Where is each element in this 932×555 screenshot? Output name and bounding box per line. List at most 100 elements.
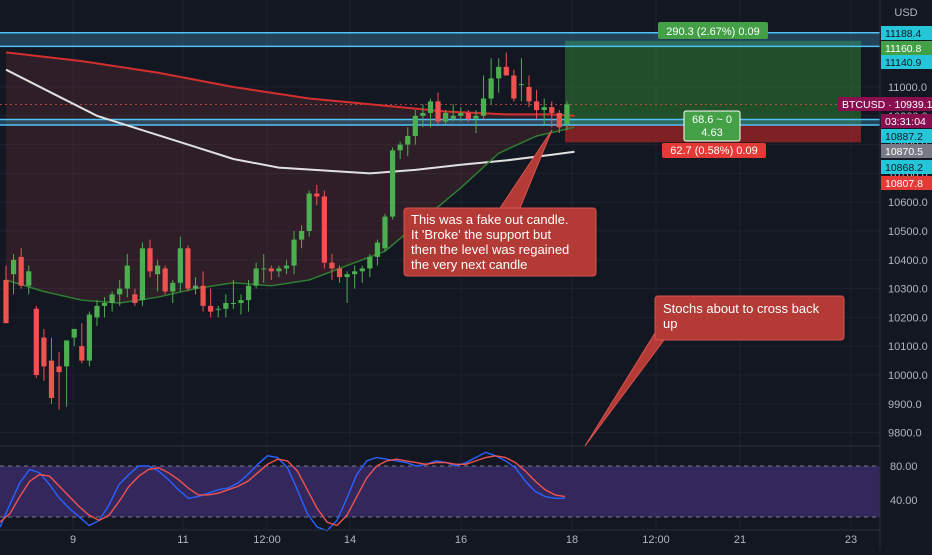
candle [18, 256, 24, 286]
candle [109, 294, 115, 303]
candle [367, 256, 373, 269]
price-tag [881, 176, 932, 190]
candle [26, 271, 32, 286]
price-tag-label: 10887.2 [885, 131, 923, 143]
candle [117, 288, 123, 295]
candle [185, 248, 191, 289]
candle [541, 107, 547, 111]
fakeout-annotation-text: This was a fake out candle. It 'Broke' t… [411, 212, 573, 272]
candle [564, 104, 570, 125]
price-axis[interactable]: USD 11000.010900.010800.010700.010600.01… [838, 0, 932, 550]
candle [291, 239, 297, 266]
y-tick-label: 10600.0 [888, 197, 928, 209]
price-tag-label: 11188.4 [885, 28, 922, 40]
candle [200, 285, 206, 306]
time-axis[interactable]: 9 11 12:00 14 16 18 12:00 21 23 [0, 529, 880, 546]
ma-cloud [6, 52, 575, 304]
candle [79, 346, 85, 361]
candle [427, 101, 434, 113]
price-tag-label: BTCUSD · 10939.1 [842, 99, 932, 111]
candle [41, 337, 47, 367]
candle [230, 303, 236, 304]
candle [511, 75, 517, 99]
stochs-annotation-text: Stochs about to cross back up [663, 301, 823, 331]
candle [192, 285, 199, 289]
candle [64, 340, 70, 367]
y-tick-label: 10500.0 [888, 226, 928, 238]
candle [344, 274, 350, 278]
price-tag [881, 160, 932, 174]
candle [86, 314, 92, 361]
candle [208, 305, 214, 312]
candle [352, 271, 358, 275]
candle [496, 66, 502, 79]
candle [420, 112, 426, 116]
target-label: 290.3 (2.67%) 0.09 [658, 22, 768, 39]
candle [124, 265, 130, 289]
candle [170, 282, 176, 292]
price-tag-label: 11140.9 [885, 57, 922, 69]
candle [480, 98, 487, 116]
price-tag [881, 55, 932, 69]
candle [450, 115, 456, 119]
candle [389, 150, 396, 217]
price-tag [881, 114, 932, 128]
candle [503, 66, 509, 76]
y-tick-label: 10400.0 [888, 255, 928, 267]
support-band[interactable] [0, 119, 880, 125]
candle [465, 112, 471, 119]
y-tick-label: 10300.0 [888, 284, 928, 296]
candle [458, 112, 464, 116]
candle [321, 196, 327, 263]
candle [488, 78, 494, 99]
y-tick-label: 9800.0 [888, 428, 922, 440]
candle [534, 101, 540, 111]
candle [359, 268, 365, 272]
price-tag-label: 10870.5 [885, 146, 923, 158]
candle [261, 268, 267, 270]
price-tag [881, 41, 932, 55]
x-tick-label: 14 [344, 534, 356, 546]
stochs-annotation[interactable]: Stochs about to cross back up [654, 295, 845, 341]
candle [177, 248, 183, 283]
price-tag-label: 10807.8 [885, 178, 923, 190]
stoch-d-line [0, 455, 566, 527]
candle [518, 84, 525, 86]
candle [162, 268, 168, 292]
candle [10, 259, 17, 275]
entry-label-line1: 68.6 ~ 0 [692, 114, 732, 126]
candle [94, 305, 100, 318]
x-tick-label: 21 [734, 534, 746, 546]
candle [268, 268, 274, 272]
candle [101, 303, 108, 306]
x-tick-label: 12:00 [253, 534, 281, 546]
candle [435, 101, 441, 122]
y-tick-label: 9900.0 [888, 399, 922, 411]
candle [556, 112, 562, 128]
target-zone[interactable] [565, 40, 861, 125]
candle [283, 265, 290, 269]
candle [412, 115, 418, 136]
x-tick-label: 16 [455, 534, 467, 546]
candle [33, 308, 39, 375]
candle [215, 308, 221, 310]
entry-label: 68.6 ~ 0 4.63 [683, 110, 741, 142]
ma-white-line [5, 68, 575, 175]
candle [336, 268, 343, 278]
candle [405, 135, 411, 145]
candle [253, 268, 259, 286]
candle [397, 144, 403, 151]
candle [314, 193, 320, 197]
price-tag-label: 10868.2 [885, 162, 923, 174]
candle [374, 242, 381, 257]
stoch-tick-label: 80.00 [890, 461, 918, 473]
candle [443, 112, 449, 122]
entry-label-line2: 4.63 [701, 127, 722, 139]
y-tick-label: 10200.0 [888, 312, 928, 324]
candle [473, 115, 479, 119]
currency-label: USD [894, 7, 917, 19]
candle [147, 248, 153, 272]
fakeout-annotation[interactable]: This was a fake out candle. It 'Broke' t… [403, 207, 597, 277]
